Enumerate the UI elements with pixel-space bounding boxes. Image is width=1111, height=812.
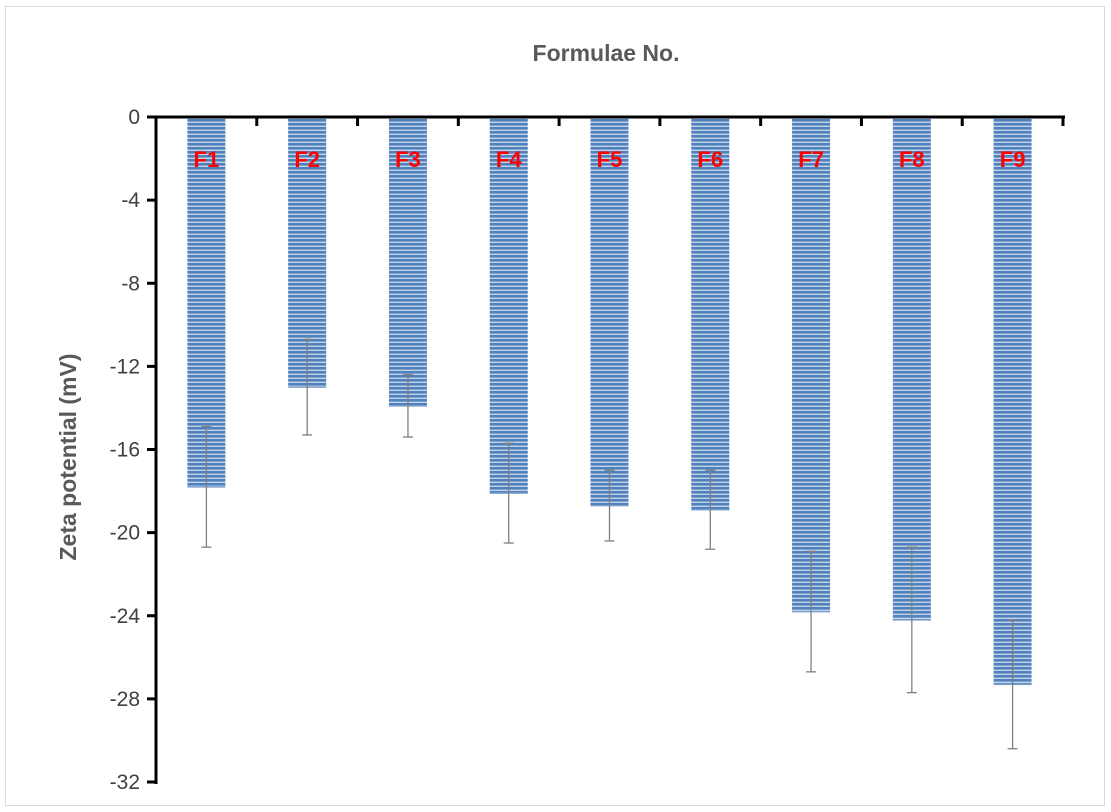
category-label-f6: F6 [697,147,723,172]
y-tick-label: -16 [110,439,140,462]
y-tick-label: -32 [110,771,140,794]
bar-f1 [187,117,226,487]
y-tick-label: -4 [121,189,140,212]
bar-chart: Formulae No. Zeta potential (mV) 0 -4 -8 -1… [55,40,1065,794]
category-label-f5: F5 [597,147,623,172]
y-tick-label: -12 [110,355,140,378]
bar-f8 [892,117,931,620]
y-tick-label: -24 [110,605,141,628]
bar-f9 [993,117,1032,685]
y-tick-label: -8 [121,272,140,295]
y-axis-title: Zeta potential (mV) [55,353,81,560]
bar-f3 [388,117,427,406]
y-tick-label: -28 [110,688,140,711]
chart-frame: Formulae No. Zeta potential (mV) 0 -4 -8 -1… [5,6,1105,806]
bar-f5 [590,117,629,506]
category-label-f1: F1 [194,147,220,172]
category-label-f9: F9 [1000,147,1026,172]
chart-title: Formulae No. [533,40,680,66]
bar-f6 [691,117,730,510]
bar-f7 [792,117,831,612]
category-label-f7: F7 [798,147,824,172]
category-label-f2: F2 [294,147,320,172]
bar-f4 [489,117,528,494]
category-label-f4: F4 [496,147,522,172]
y-tick-label: 0 [128,106,140,129]
y-tick-label: -20 [110,522,140,545]
category-label-f8: F8 [899,147,925,172]
category-label-f3: F3 [395,147,421,172]
